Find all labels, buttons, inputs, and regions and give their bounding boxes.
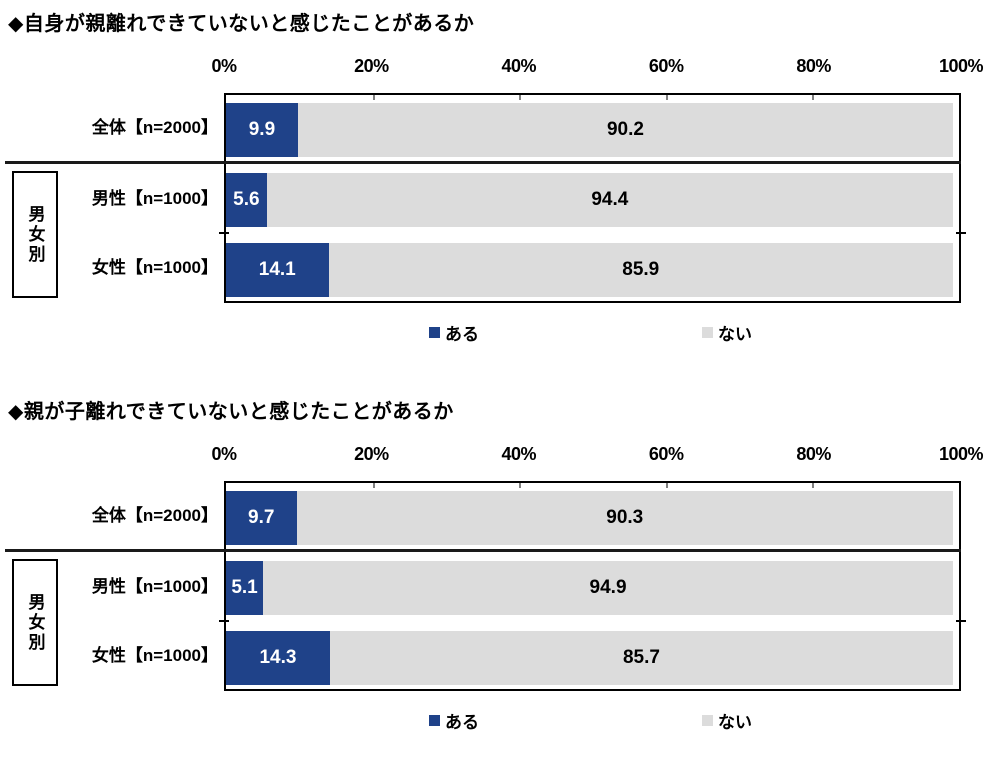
bar-track: 9.7 90.3	[226, 491, 959, 545]
bar-value-label: 94.4	[591, 189, 629, 210]
category-tick-mark	[956, 620, 966, 622]
category-tick-mark	[219, 232, 229, 234]
axis-tick-label: 20%	[354, 56, 389, 76]
legend-item-aru: ある	[429, 320, 479, 345]
bar-segment-aru: 9.9	[226, 103, 298, 157]
chart-title: ◆自身が親離れできていないと感じたことがあるか	[8, 13, 475, 35]
bar-segment-nai: 94.9	[263, 561, 953, 615]
bar-track: 14.3 85.7	[226, 631, 959, 685]
row-label-female: 女性【n=1000】	[91, 646, 218, 665]
legend-label: ある	[445, 713, 479, 732]
group-label: 男女別	[25, 592, 45, 653]
axis-tick-mark	[665, 483, 668, 488]
legend-swatch-icon	[702, 715, 713, 726]
axis-tick-label: 80%	[796, 56, 831, 76]
bar-row-total: 9.9 90.2	[226, 95, 959, 165]
bar-row-total: 9.7 90.3	[226, 483, 959, 553]
axis-tick-label: 40%	[501, 56, 537, 76]
bar-segment-aru: 5.1	[226, 561, 264, 615]
bar-value-label: 14.3	[259, 647, 297, 668]
bar-value-label: 90.3	[606, 507, 644, 528]
axis-tick-mark	[665, 95, 668, 100]
axis-tick-mark	[812, 483, 815, 488]
plot-area: 9.7 90.3 5.1 94.9 14.3 85.7	[219, 481, 966, 693]
group-label-box: 男女別	[12, 559, 58, 686]
legend-swatch-icon	[702, 327, 713, 338]
axis-tick-mark	[372, 95, 375, 100]
bar-segment-aru: 14.3	[226, 631, 330, 685]
row-label-total: 全体【n=2000】	[91, 506, 218, 525]
category-tick-mark	[956, 232, 966, 234]
axis-tick-label: 0%	[211, 444, 237, 464]
axis-tick-label: 100%	[938, 444, 984, 464]
bar-segment-nai: 85.7	[329, 631, 953, 685]
legend-label: ない	[718, 713, 752, 732]
legend-swatch-icon	[429, 715, 440, 726]
row-label-male: 男性【n=1000】	[91, 189, 218, 208]
chart-section-self: ◆自身が親離れできていないと感じたことがあるか 0% 20% 40% 60% 8…	[0, 0, 1000, 372]
legend: ある ない	[224, 320, 961, 346]
legend-swatch-icon	[429, 327, 440, 338]
legend-label: ない	[718, 325, 752, 344]
axis-tick-label: 60%	[648, 444, 684, 464]
group-label-box: 男女別	[12, 171, 58, 298]
bar-segment-aru: 9.7	[226, 491, 297, 545]
row-label-male: 男性【n=1000】	[91, 577, 218, 596]
bar-segment-aru: 5.6	[226, 173, 267, 227]
bar-row-male: 5.6 94.4	[226, 165, 959, 235]
x-axis: 0% 20% 40% 60% 80% 100%	[211, 56, 983, 82]
axis-tick-label: 100%	[938, 56, 984, 76]
bar-track: 5.1 94.9	[226, 561, 959, 615]
axis-tick-label: 20%	[354, 444, 389, 464]
bar-value-label: 90.2	[606, 119, 644, 140]
bar-row-male: 5.1 94.9	[226, 553, 959, 623]
row-label-female: 女性【n=1000】	[91, 258, 218, 277]
chart-title: ◆親が子離れできていないと感じたことがあるか	[8, 401, 454, 423]
axis-tick-label: 0%	[211, 56, 237, 76]
axis-tick-mark	[519, 483, 522, 488]
bar-value-label: 85.7	[622, 647, 660, 668]
axis-tick-label: 40%	[501, 444, 537, 464]
bar-value-label: 9.9	[248, 119, 276, 140]
legend-item-nai: ない	[702, 708, 752, 733]
bar-value-label: 5.6	[233, 189, 260, 210]
group-label: 男女別	[25, 204, 45, 265]
row-label-total: 全体【n=2000】	[91, 118, 218, 137]
legend: ある ない	[224, 708, 961, 734]
bar-track: 9.9 90.2	[226, 103, 959, 157]
x-axis: 0% 20% 40% 60% 80% 100%	[211, 444, 983, 470]
bar-segment-nai: 85.9	[328, 243, 953, 297]
bar-segment-nai: 90.3	[296, 491, 953, 545]
bar-value-label: 94.9	[589, 577, 627, 598]
bar-value-label: 85.9	[622, 259, 660, 280]
bar-track: 14.1 85.9	[226, 243, 959, 297]
axis-tick-label: 60%	[648, 56, 684, 76]
category-tick-mark	[219, 620, 229, 622]
bar-value-label: 14.1	[258, 259, 296, 280]
bar-segment-nai: 94.4	[266, 173, 953, 227]
axis-tick-mark	[812, 95, 815, 100]
bar-value-label: 9.7	[248, 507, 275, 528]
plot-area: 9.9 90.2 5.6 94.4 14.1 85.9	[219, 93, 966, 305]
bar-segment-aru: 14.1	[226, 243, 329, 297]
chart-section-parent: ◆親が子離れできていないと感じたことがあるか 0% 20% 40% 60% 80…	[0, 388, 1000, 758]
legend-item-nai: ない	[702, 320, 752, 345]
axis-tick-mark	[519, 95, 522, 100]
group-separator-line	[5, 549, 961, 552]
legend-item-aru: ある	[429, 708, 479, 733]
legend-label: ある	[445, 325, 479, 344]
axis-tick-mark	[372, 483, 375, 488]
bar-row-female: 14.3 85.7	[226, 623, 959, 693]
axis-tick-label: 80%	[796, 444, 831, 464]
bar-track: 5.6 94.4	[226, 173, 959, 227]
bar-row-female: 14.1 85.9	[226, 235, 959, 305]
bar-segment-nai: 90.2	[297, 103, 953, 157]
bar-value-label: 5.1	[231, 577, 258, 598]
group-separator-line	[5, 161, 961, 164]
